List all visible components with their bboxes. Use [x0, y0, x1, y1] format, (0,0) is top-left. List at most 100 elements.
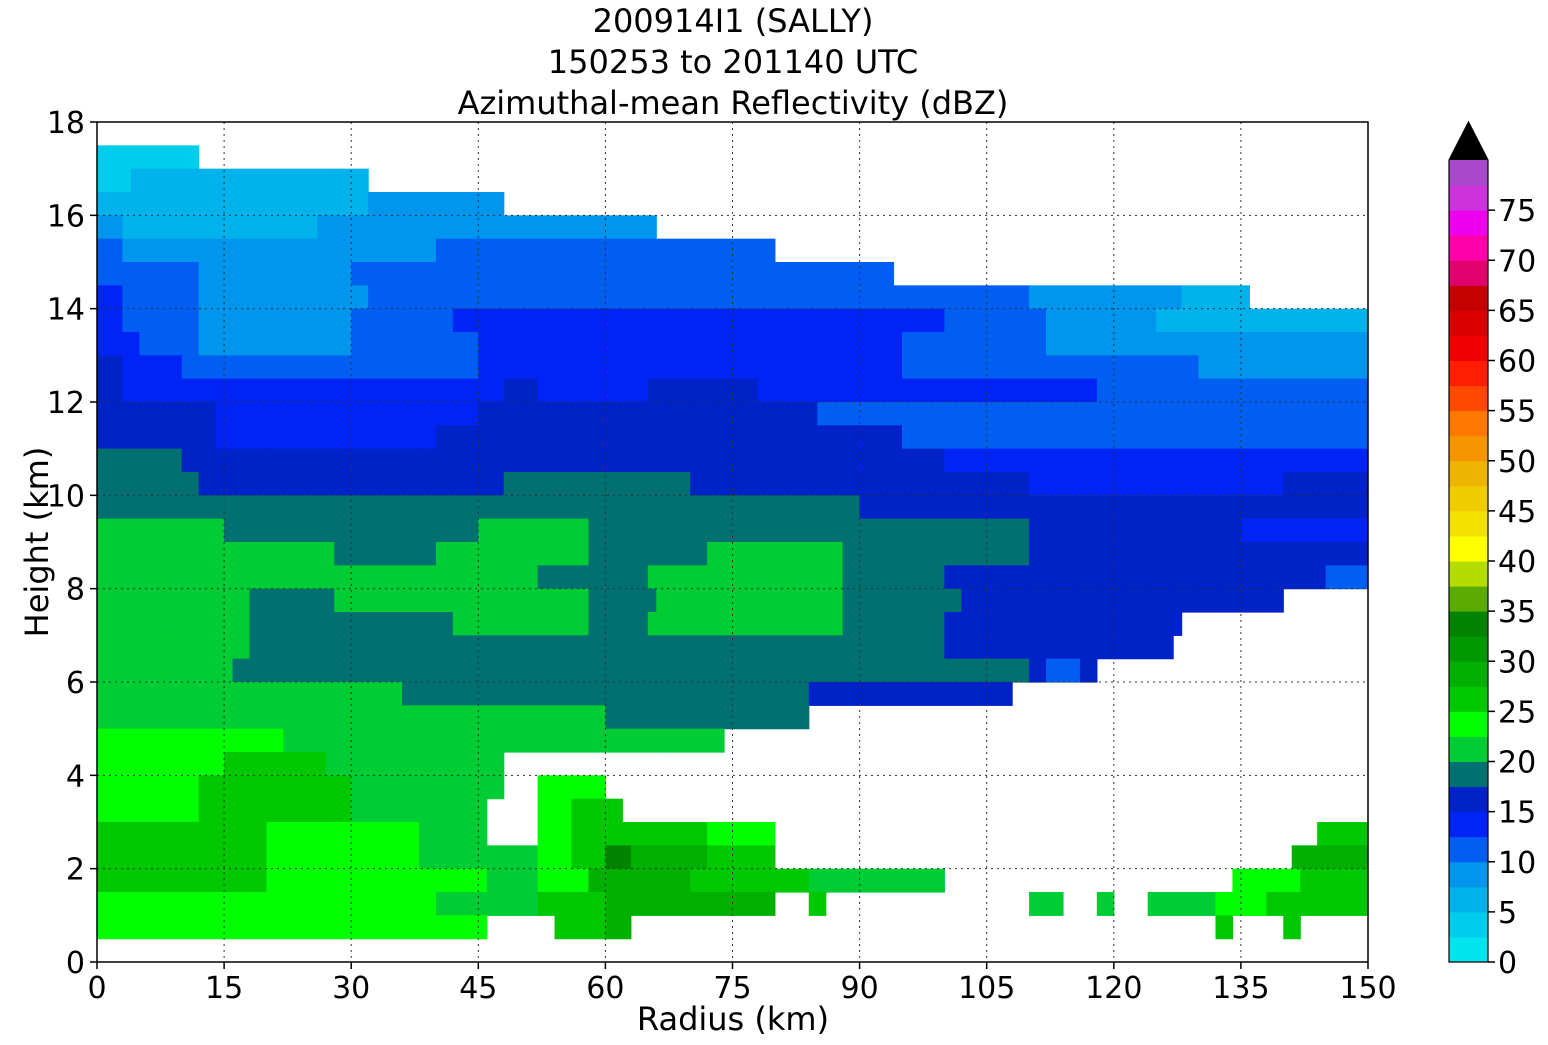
reflectivity-cell: [588, 518, 1030, 543]
reflectivity-cell: [97, 728, 285, 753]
reflectivity-cell: [707, 845, 776, 870]
reflectivity-cell: [1240, 518, 1368, 543]
reflectivity-cell: [1325, 565, 1368, 590]
reflectivity-cell: [351, 775, 505, 800]
reflectivity-cell: [1029, 285, 1183, 310]
y-tick-label: 14: [47, 293, 85, 328]
reflectivity-cell: [249, 612, 454, 636]
reflectivity-cell: [901, 355, 1030, 380]
reflectivity-cell: [181, 378, 505, 403]
y-tick-label: 0: [66, 946, 85, 981]
reflectivity-cell: [283, 728, 522, 753]
reflectivity-cell: [478, 355, 903, 380]
reflectivity-cell: [241, 215, 268, 240]
reflectivity-cell: [351, 355, 479, 380]
colorbar-swatch: [1449, 686, 1488, 712]
reflectivity-cell: [656, 588, 844, 613]
reflectivity-cell: [97, 262, 140, 286]
reflectivity-cell: [198, 238, 268, 263]
reflectivity-cell: [266, 845, 420, 870]
reflectivity-cell: [266, 822, 420, 846]
reflectivity-cell: [1198, 355, 1368, 380]
colorbar-tick-label: 30: [1498, 645, 1536, 680]
reflectivity-cell: [605, 915, 632, 940]
reflectivity-cell: [266, 868, 488, 893]
reflectivity-cell: [571, 822, 623, 846]
reflectivity-cell: [325, 752, 505, 776]
colorbar-swatch: [1449, 911, 1488, 938]
reflectivity-cell: [418, 845, 539, 870]
colorbar-tick-label: 75: [1498, 194, 1536, 229]
reflectivity-cell: [181, 612, 251, 636]
reflectivity-cell: [122, 308, 200, 333]
reflectivity-cell: [249, 635, 479, 660]
colorbar-tick-label: 15: [1498, 796, 1536, 831]
reflectivity-cell: [122, 285, 200, 310]
reflectivity-cell: [181, 565, 395, 590]
reflectivity-cell: [1029, 518, 1242, 543]
reflectivity-cell: [351, 238, 437, 263]
reflectivity-cell: [215, 425, 437, 450]
reflectivity-cell: [452, 308, 539, 333]
reflectivity-cell: [266, 355, 352, 380]
x-tick-label: 0: [87, 971, 106, 1006]
reflectivity-cell: [97, 285, 124, 310]
colorbar-swatch: [1449, 936, 1488, 963]
reflectivity-cell: [97, 658, 124, 683]
reflectivity-cell: [1147, 892, 1217, 916]
colorbar-tick-label: 45: [1498, 495, 1536, 530]
reflectivity-cell: [537, 565, 649, 590]
reflectivity-cell: [1046, 308, 1157, 333]
reflectivity-cell: [97, 168, 132, 193]
reflectivity-cell: [147, 402, 217, 426]
reflectivity-cell: [639, 892, 776, 916]
reflectivity-cell: [647, 378, 759, 403]
reflectivity-cell: [97, 378, 124, 403]
reflectivity-cell: [859, 495, 1030, 520]
reflectivity-cell: [351, 332, 479, 356]
reflectivity-cell: [164, 635, 251, 660]
reflectivity-cell: [97, 448, 183, 473]
reflectivity-cell: [486, 868, 539, 893]
x-tick-label: 15: [205, 971, 243, 1006]
reflectivity-cell: [571, 798, 623, 823]
reflectivity-cell: [1096, 378, 1368, 403]
title-line-3: Azimuthal-mean Reflectivity (dBZ): [458, 84, 1009, 122]
colorbar-tick-label: 40: [1498, 545, 1536, 580]
reflectivity-cell: [537, 892, 606, 916]
reflectivity-cell: [1181, 285, 1250, 310]
colorbar-extend-arrow: [1449, 122, 1488, 160]
reflectivity-cell: [97, 798, 200, 823]
colorbar-outline: [1448, 120, 1489, 963]
reflectivity-cell: [537, 798, 573, 823]
reflectivity-cell: [198, 332, 251, 356]
reflectivity-cell: [554, 915, 606, 940]
reflectivity-cell: [351, 472, 505, 496]
y-axis: 0 2 4 6 8 10 12 14 16 18: [47, 106, 97, 981]
reflectivity-cell: [198, 798, 352, 823]
reflectivity-cell: [503, 378, 539, 403]
reflectivity-cell: [1029, 495, 1242, 520]
reflectivity-cell: [266, 238, 352, 263]
reflectivity-cell: [351, 308, 454, 333]
colorbar-swatch: [1449, 586, 1488, 612]
reflectivity-cell: [452, 612, 590, 636]
reflectivity-cell: [435, 238, 776, 263]
colorbar-swatch: [1449, 661, 1488, 687]
reflectivity-cell: [1029, 472, 1284, 496]
reflectivity-cell: [503, 472, 691, 496]
colorbar-swatch: [1449, 711, 1488, 737]
reflectivity-cell: [97, 612, 183, 636]
colorbar-tick-label: 70: [1498, 244, 1536, 279]
reflectivity-cell: [435, 262, 895, 286]
title-line-2: 150253 to 201140 UTC: [548, 43, 918, 81]
reflectivity-cell: [1156, 332, 1368, 356]
reflectivity-cell: [571, 845, 606, 870]
reflectivity-cell: [647, 565, 844, 590]
reflectivity-cell: [97, 145, 200, 170]
reflectivity-cell: [139, 262, 200, 286]
colorbar-swatch: [1449, 410, 1488, 437]
reflectivity-cell: [215, 402, 479, 426]
reflectivity-cell: [520, 448, 945, 473]
